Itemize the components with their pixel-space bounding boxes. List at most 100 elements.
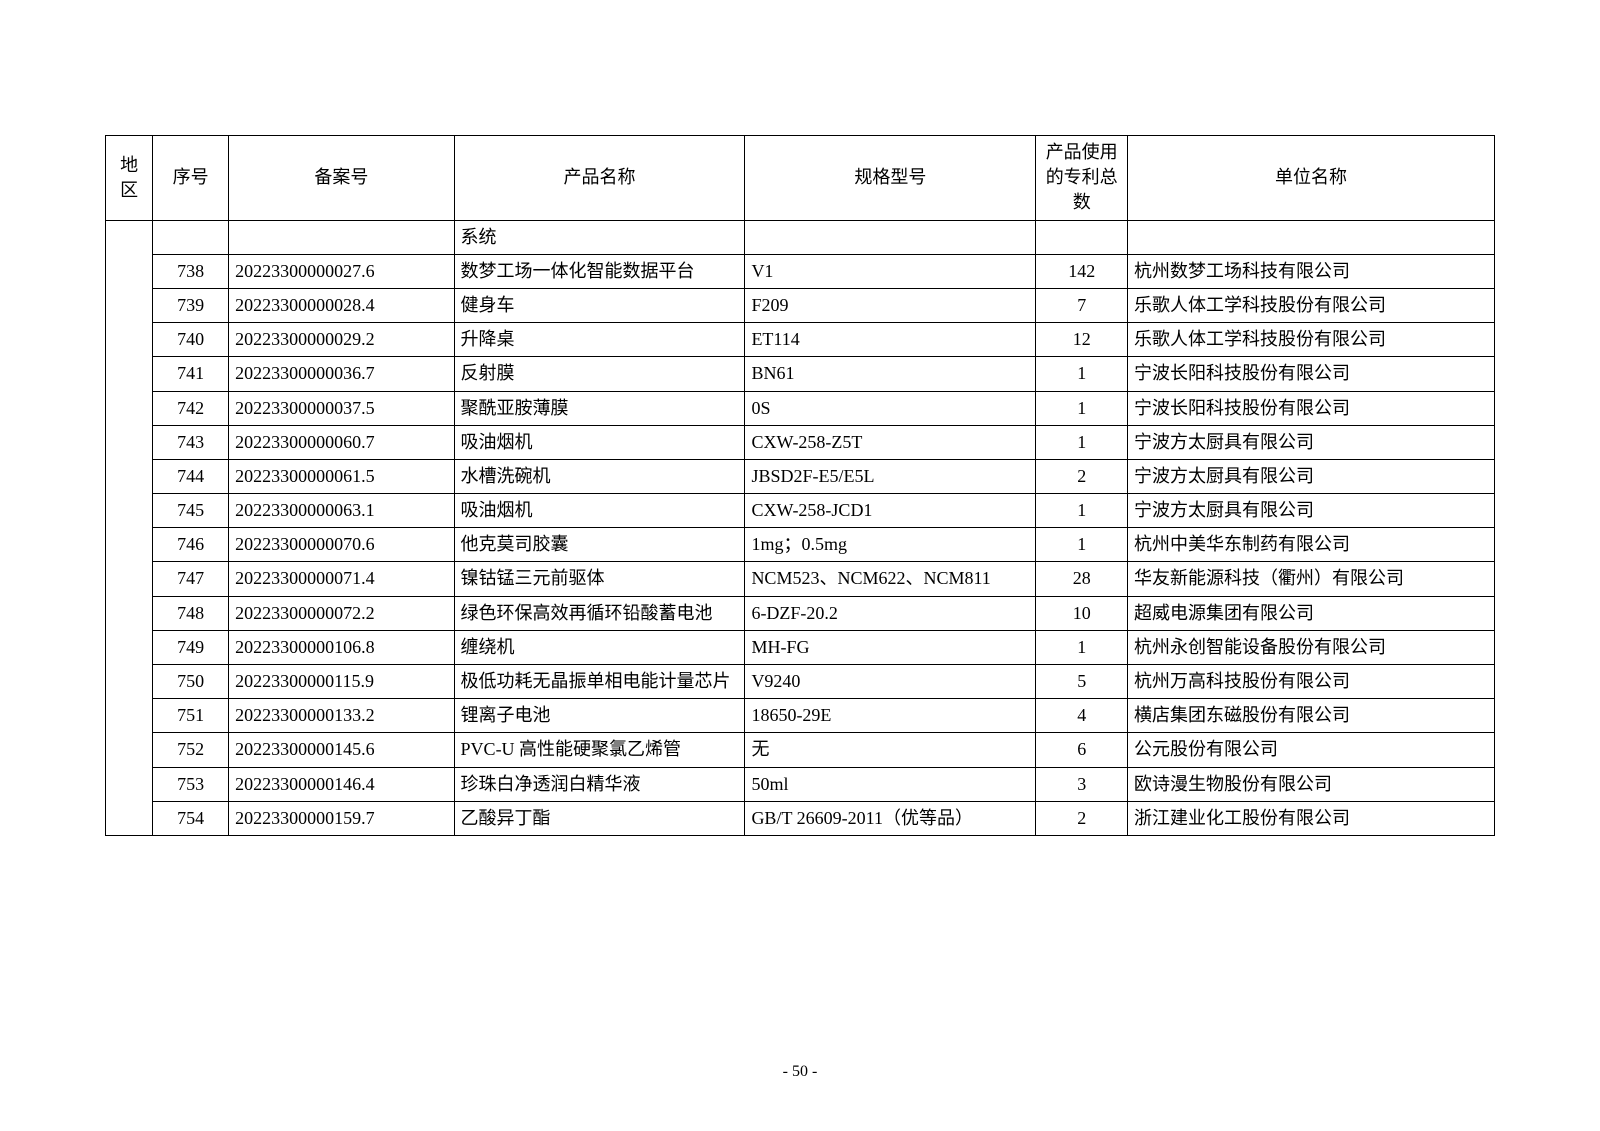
cell-filing: 20223300000133.2 [229,699,454,733]
cell-seq: 743 [153,425,229,459]
cell-spec: V1 [745,254,1036,288]
cell-patent: 3 [1036,767,1128,801]
filing-table: 地区 序号 备案号 产品名称 规格型号 产品使用的专利总数 单位名称 系统 73… [105,135,1495,836]
cell-patent: 1 [1036,357,1128,391]
cell-spec: CXW-258-JCD1 [745,494,1036,528]
cell-patent: 2 [1036,459,1128,493]
cell-product: 缠绕机 [454,630,745,664]
table-row: 753 20223300000146.4 珍珠白净透润白精华液 50ml 3 欧… [106,767,1495,801]
header-product: 产品名称 [454,136,745,221]
cell-patent: 1 [1036,391,1128,425]
table-row: 系统 [106,220,1495,254]
cell-company: 杭州永创智能设备股份有限公司 [1128,630,1495,664]
cell-seq: 747 [153,562,229,596]
cell-spec: 18650-29E [745,699,1036,733]
cell-seq: 748 [153,596,229,630]
cell-product: 镍钴锰三元前驱体 [454,562,745,596]
table-row: 748 20223300000072.2 绿色环保高效再循环铅酸蓄电池 6-DZ… [106,596,1495,630]
cell-company: 乐歌人体工学科技股份有限公司 [1128,288,1495,322]
cell-company: 宁波方太厨具有限公司 [1128,494,1495,528]
cell-filing: 20223300000159.7 [229,801,454,835]
page-number: - 50 - [0,1063,1600,1081]
cell-product: 乙酸异丁酯 [454,801,745,835]
cell-seq: 754 [153,801,229,835]
cell-patent: 1 [1036,630,1128,664]
cell-product: 反射膜 [454,357,745,391]
cell-spec: 无 [745,733,1036,767]
cell-company: 杭州万高科技股份有限公司 [1128,665,1495,699]
cell-product: 绿色环保高效再循环铅酸蓄电池 [454,596,745,630]
cell-seq: 741 [153,357,229,391]
cell-filing: 20223300000071.4 [229,562,454,596]
cell-filing [229,220,454,254]
cell-company: 杭州数梦工场科技有限公司 [1128,254,1495,288]
cell-filing: 20223300000063.1 [229,494,454,528]
cell-spec: V9240 [745,665,1036,699]
cell-filing: 20223300000061.5 [229,459,454,493]
cell-product: 吸油烟机 [454,494,745,528]
cell-filing: 20223300000036.7 [229,357,454,391]
cell-product: 数梦工场一体化智能数据平台 [454,254,745,288]
cell-company: 宁波方太厨具有限公司 [1128,459,1495,493]
table-row: 742 20223300000037.5 聚酰亚胺薄膜 0S 1 宁波长阳科技股… [106,391,1495,425]
cell-patent: 12 [1036,323,1128,357]
cell-product: 水槽洗碗机 [454,459,745,493]
cell-company: 杭州中美华东制药有限公司 [1128,528,1495,562]
cell-seq: 739 [153,288,229,322]
cell-spec: 6-DZF-20.2 [745,596,1036,630]
cell-patent: 5 [1036,665,1128,699]
cell-product: 升降桌 [454,323,745,357]
cell-company [1128,220,1495,254]
cell-spec: NCM523、NCM622、NCM811 [745,562,1036,596]
cell-spec: CXW-258-Z5T [745,425,1036,459]
cell-patent: 28 [1036,562,1128,596]
cell-patent: 6 [1036,733,1128,767]
cell-seq: 738 [153,254,229,288]
cell-product: 他克莫司胶囊 [454,528,745,562]
header-seq: 序号 [153,136,229,221]
table-row: 738 20223300000027.6 数梦工场一体化智能数据平台 V1 14… [106,254,1495,288]
table-row: 749 20223300000106.8 缠绕机 MH-FG 1 杭州永创智能设… [106,630,1495,664]
cell-company: 华友新能源科技（衢州）有限公司 [1128,562,1495,596]
cell-spec: BN61 [745,357,1036,391]
cell-filing: 20223300000146.4 [229,767,454,801]
cell-spec: 1mg；0.5mg [745,528,1036,562]
cell-spec: GB/T 26609-2011（优等品） [745,801,1036,835]
cell-company: 超威电源集团有限公司 [1128,596,1495,630]
cell-company: 欧诗漫生物股份有限公司 [1128,767,1495,801]
cell-patent: 10 [1036,596,1128,630]
cell-product: 聚酰亚胺薄膜 [454,391,745,425]
cell-patent: 4 [1036,699,1128,733]
table-header-row: 地区 序号 备案号 产品名称 规格型号 产品使用的专利总数 单位名称 [106,136,1495,221]
table-row: 739 20223300000028.4 健身车 F209 7 乐歌人体工学科技… [106,288,1495,322]
header-company: 单位名称 [1128,136,1495,221]
cell-company: 乐歌人体工学科技股份有限公司 [1128,323,1495,357]
cell-spec [745,220,1036,254]
cell-patent: 2 [1036,801,1128,835]
cell-spec: ET114 [745,323,1036,357]
cell-filing: 20223300000070.6 [229,528,454,562]
cell-seq: 751 [153,699,229,733]
cell-product: 珍珠白净透润白精华液 [454,767,745,801]
cell-seq: 744 [153,459,229,493]
cell-spec: 0S [745,391,1036,425]
table-row: 744 20223300000061.5 水槽洗碗机 JBSD2F-E5/E5L… [106,459,1495,493]
cell-seq: 742 [153,391,229,425]
table-row: 747 20223300000071.4 镍钴锰三元前驱体 NCM523、NCM… [106,562,1495,596]
cell-filing: 20223300000115.9 [229,665,454,699]
cell-company: 公元股份有限公司 [1128,733,1495,767]
cell-patent: 1 [1036,528,1128,562]
cell-filing: 20223300000027.6 [229,254,454,288]
cell-product: 锂离子电池 [454,699,745,733]
table-row: 746 20223300000070.6 他克莫司胶囊 1mg；0.5mg 1 … [106,528,1495,562]
cell-seq: 753 [153,767,229,801]
cell-seq [153,220,229,254]
table-row: 754 20223300000159.7 乙酸异丁酯 GB/T 26609-20… [106,801,1495,835]
cell-company: 宁波方太厨具有限公司 [1128,425,1495,459]
header-region: 地区 [106,136,153,221]
cell-seq: 749 [153,630,229,664]
cell-filing: 20223300000060.7 [229,425,454,459]
cell-seq: 750 [153,665,229,699]
header-patent: 产品使用的专利总数 [1036,136,1128,221]
table-row: 741 20223300000036.7 反射膜 BN61 1 宁波长阳科技股份… [106,357,1495,391]
